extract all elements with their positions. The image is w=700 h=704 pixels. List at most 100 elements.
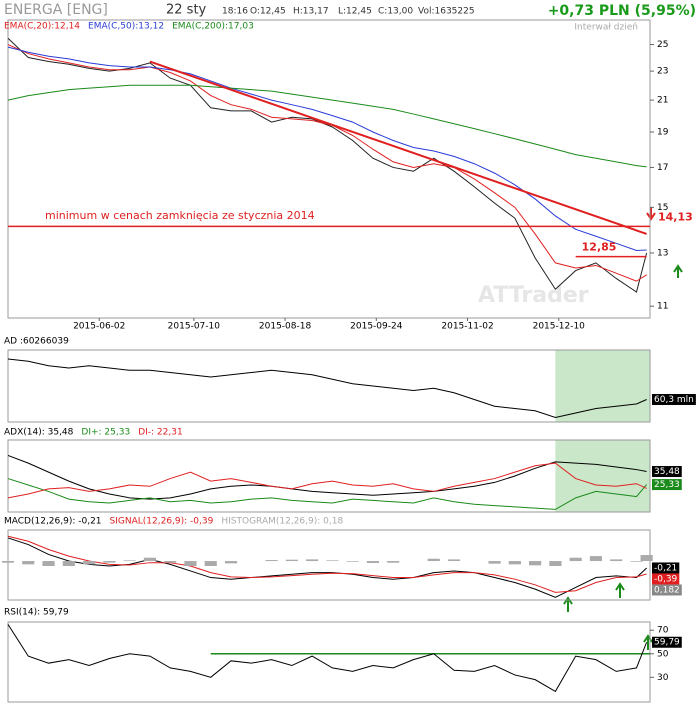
histogram-bar [569, 557, 582, 562]
y-tick-label: 23 [657, 67, 668, 77]
panel-frame [7, 439, 651, 513]
series-line [7, 624, 648, 693]
up-arrow [563, 596, 573, 612]
histogram-bar [366, 561, 380, 564]
ticker: ENERGA [ENG] [4, 2, 108, 18]
histogram-bar [326, 560, 339, 562]
histogram-bar [589, 556, 603, 562]
end-label-box [652, 479, 682, 491]
end-label-box [652, 394, 696, 405]
y-tick-label: 21 [657, 96, 668, 106]
volume: Vol:1635225 [418, 7, 475, 17]
legend-entry: MACD(12,26,9): -0,21 [4, 517, 102, 527]
histogram-bar [306, 559, 319, 562]
change: +0,73 PLN (5,95%) [548, 3, 696, 19]
histogram-bar [83, 561, 96, 565]
series-line [7, 44, 647, 282]
panel-frame [7, 19, 651, 319]
histogram-bar [103, 561, 116, 563]
end-label: 25,33 [654, 480, 680, 490]
watermark: ATTrader [478, 283, 589, 308]
x-tick-label: 2015-06-02 [73, 322, 125, 332]
end-label: 59,79 [654, 638, 680, 648]
histogram-bar [508, 561, 521, 565]
histogram-bar [346, 561, 359, 562]
histogram-bar [529, 561, 542, 566]
time: 18:16 [222, 7, 248, 17]
panel-frame [7, 529, 651, 601]
histogram-bar [1, 561, 15, 563]
histogram-bar [427, 558, 440, 562]
x-tick-label: 2015-11-02 [441, 322, 493, 332]
histogram-bar [123, 560, 136, 562]
end-label-box [652, 573, 680, 585]
high: H:13,17 [293, 7, 329, 17]
level-label: 12,85 [582, 241, 617, 254]
y-tick-label: 15 [657, 203, 668, 213]
down-arrow [646, 207, 656, 221]
histogram-bar [630, 561, 643, 562]
x-tick-label: 2015-12-10 [533, 322, 586, 332]
highlight-zone [555, 350, 650, 422]
legend-entry: SIGNAL(12,26,9): -0,39 [110, 517, 214, 527]
series-line [7, 462, 647, 499]
legend-entry: HISTOGRAM(12,26,9): 0,18 [221, 517, 343, 527]
histogram-bar [285, 559, 298, 562]
y-tick-label: 30 [657, 673, 669, 683]
interval: Interwał dzień [574, 23, 638, 33]
histogram-bar [164, 561, 177, 563]
series-line [7, 37, 648, 293]
end-label: 0,182 [654, 585, 680, 595]
series-line [7, 478, 648, 510]
histogram-bar [549, 561, 562, 566]
histogram-bar [610, 559, 623, 562]
y-tick-label: 17 [657, 163, 668, 173]
annotation: minimum w cenach zamknięcia ze stycznia … [45, 209, 315, 222]
y-tick-label: 19 [657, 127, 669, 137]
series-line [7, 454, 647, 500]
end-label: -0,21 [654, 563, 677, 573]
series-line [7, 46, 647, 252]
histogram-bar [488, 561, 501, 564]
end-label-box [652, 562, 680, 574]
histogram-bar [387, 561, 400, 563]
histogram-bar [265, 560, 278, 562]
panel-frame [7, 621, 651, 703]
legend-entry: DI-: 22,31 [138, 428, 183, 438]
series-line [7, 535, 647, 593]
legend-entry: EMA(C,50):13,12 [88, 22, 164, 32]
end-label-box [652, 636, 682, 648]
end-label: 35,48 [654, 467, 680, 477]
trend-line [149, 60, 647, 235]
series-line [7, 537, 647, 598]
legend-entry: DI+: 25,33 [81, 428, 130, 438]
histogram-bar [143, 557, 156, 562]
x-tick-label: 2015-08-18 [259, 322, 312, 332]
up-arrow [673, 264, 683, 278]
series-line [7, 84, 647, 168]
level-label: 14,13 [658, 210, 693, 223]
legend-entry: EMA(C,200):17,03 [172, 22, 254, 32]
histogram-bar [184, 561, 197, 566]
x-tick-label: 2015-09-24 [350, 322, 403, 332]
low: L:12,45 [338, 7, 372, 17]
end-label: -0,39 [654, 574, 678, 584]
y-tick-label: 11 [657, 302, 668, 312]
y-tick-label: 13 [657, 248, 668, 258]
histogram-bar [447, 559, 461, 562]
up-arrow [643, 634, 653, 650]
y-tick-label: 70 [657, 626, 669, 636]
y-tick-label: 25 [657, 40, 668, 50]
series-line [7, 358, 647, 419]
open: O:12,45 [250, 7, 286, 17]
legend-entry: EMA(C,20):12,14 [4, 22, 80, 32]
panel-title: AD :60266039 [4, 337, 69, 347]
end-label-box [652, 584, 682, 596]
end-label-box [652, 466, 682, 478]
date: 22 sty [166, 3, 207, 18]
histogram-bar [204, 561, 217, 566]
histogram-bar [42, 561, 55, 566]
legend-entry: ADX(14): 35,48 [4, 428, 74, 438]
legend-entry: RSI(14): 59,79 [4, 608, 69, 618]
